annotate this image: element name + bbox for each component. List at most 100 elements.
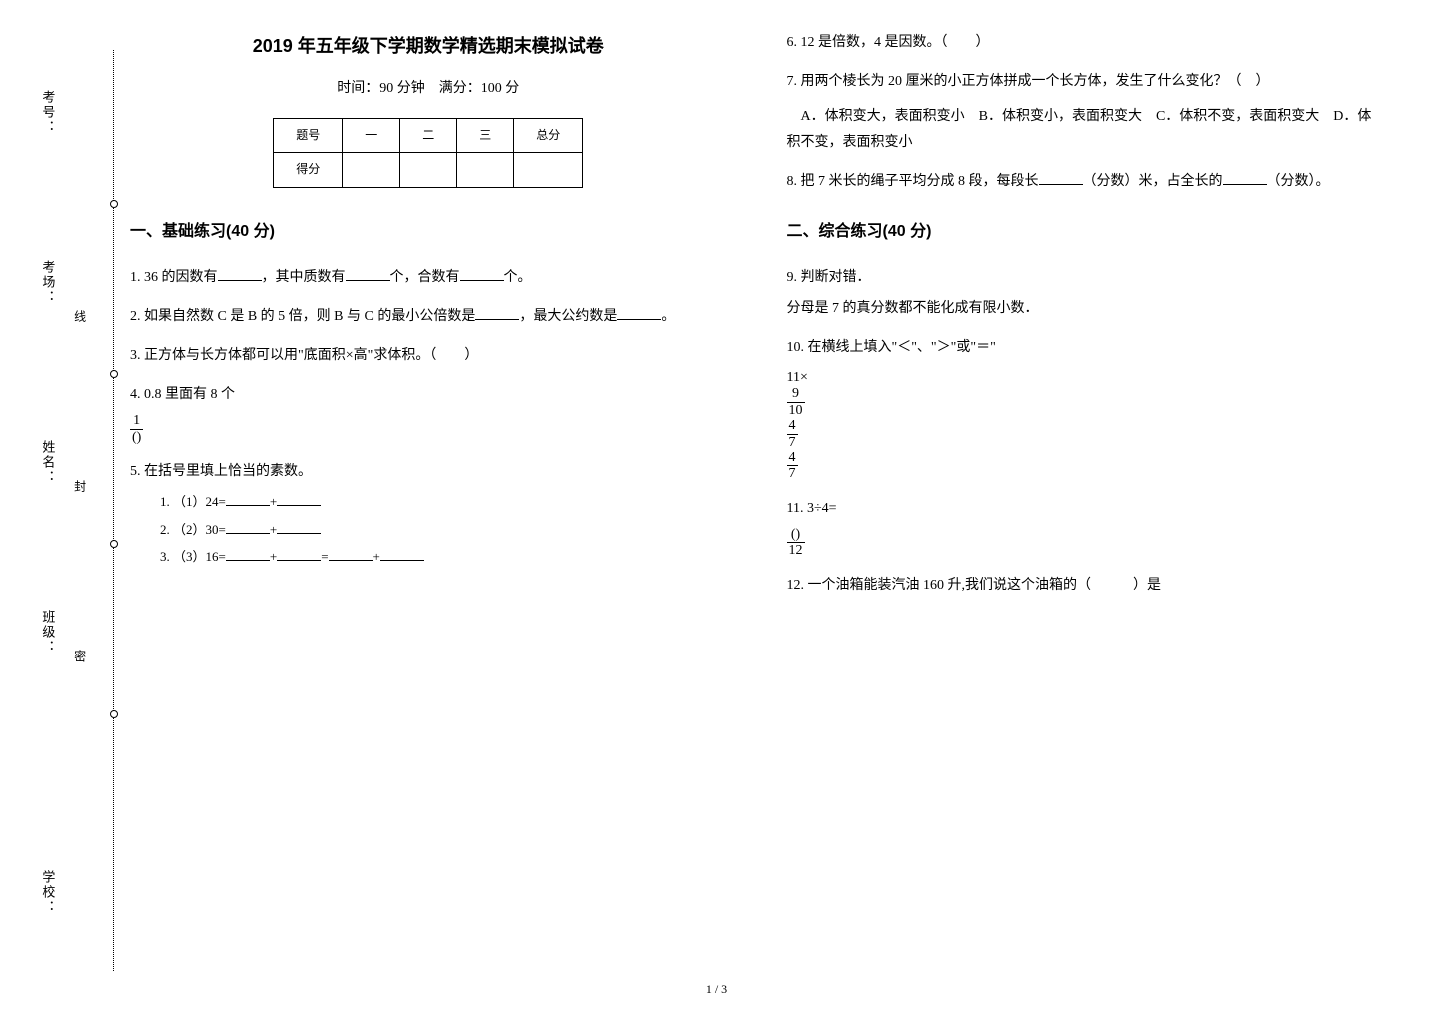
- eq: =: [321, 549, 328, 564]
- q-num: 9.: [787, 270, 798, 285]
- question-3: 3. 正方体与长方体都可以用"底面积×高"求体积。（ ）: [130, 343, 727, 368]
- question-9: 9. 判断对错． 分母是 7 的真分数都不能化成有限小数．: [787, 265, 1384, 321]
- header-cell: 题号: [274, 118, 343, 153]
- fraction-block: 1 (): [130, 413, 727, 445]
- blank: [277, 545, 321, 561]
- score-table: 题号 一 二 三 总分 得分: [273, 118, 583, 188]
- fraction-block: () 12: [787, 527, 1384, 559]
- question-1: 1. 36 的因数有，其中质数有个，合数有个。: [130, 265, 727, 290]
- fraction-numerator: 1: [130, 413, 143, 429]
- binding-margin: 考号： 考场： 线 姓名： 封 班级： 密 学校：: [40, 30, 120, 991]
- left-column: 2019 年五年级下学期数学精选期末模拟试卷 时间：90 分钟 满分：100 分…: [120, 30, 737, 991]
- header-cell: 一: [343, 118, 400, 153]
- question-10: 10. 在横线上填入"＜"、"＞"或"＝" 11× 9 10 4 7: [787, 335, 1384, 482]
- fraction-numerator: (): [787, 527, 805, 543]
- q-text: （分数）米，占全长的: [1083, 174, 1223, 189]
- blank: [277, 518, 321, 534]
- blank: [380, 545, 424, 561]
- fraction-denominator: 7: [787, 435, 798, 450]
- binding-inner: 考号： 考场： 线 姓名： 封 班级： 密 学校：: [74, 50, 114, 971]
- sub-idx: 2.: [160, 522, 170, 537]
- expression-stack: 11× 9 10 4 7: [787, 370, 1384, 481]
- q-num: 11.: [787, 501, 804, 516]
- q-text: 36 的因数有: [144, 270, 218, 285]
- page: 考号： 考场： 线 姓名： 封 班级： 密 学校： 2019 年五年级下学期数学…: [0, 0, 1433, 1011]
- fraction: 4 7: [787, 450, 798, 482]
- table-row: 得分: [274, 153, 583, 188]
- q-text: （分数）。: [1267, 174, 1330, 189]
- blank: [617, 304, 661, 320]
- blank: [1223, 169, 1267, 185]
- binding-label-seal: 封: [68, 480, 90, 494]
- sub-item: 3. （3）16=+=+: [160, 545, 727, 568]
- blank: [460, 265, 504, 281]
- fraction-numerator: 4: [787, 450, 798, 466]
- blank: [226, 518, 270, 534]
- sub-idx: 3.: [160, 549, 170, 564]
- blank: [277, 490, 321, 506]
- header-cell: 二: [400, 118, 457, 153]
- q-text: 个。: [504, 270, 532, 285]
- header-cell: 总分: [514, 118, 583, 153]
- plus: +: [270, 549, 277, 564]
- question-12: 12. 一个油箱能装汽油 160 升,我们说这个油箱的（ ）是: [787, 573, 1384, 598]
- question-7: 7. 用两个棱长为 20 厘米的小正方体拼成一个长方体，发生了什么变化？（ ） …: [787, 69, 1384, 155]
- binding-label-line: 线: [68, 310, 90, 324]
- sub-label: （3）16=: [173, 549, 226, 564]
- q-text: 一个油箱能装汽油 160 升,我们说这个油箱的（ ）是: [808, 578, 1162, 593]
- fraction-denominator: (): [130, 430, 143, 445]
- score-cell: [457, 153, 514, 188]
- circle-dot: [110, 370, 118, 378]
- blank: [346, 265, 390, 281]
- q-text: 0.8 里面有 8 个: [144, 387, 235, 402]
- blank: [1039, 169, 1083, 185]
- question-5: 5. 在括号里填上恰当的素数。 1. （1）24=+ 2. （2）30=+ 3.…: [130, 459, 727, 568]
- q-text: 在括号里填上恰当的素数。: [144, 464, 312, 479]
- q-text: 如果自然数 C 是 B 的 5 倍，则 B 与 C 的最小公倍数是: [144, 309, 475, 324]
- exam-title: 2019 年五年级下学期数学精选期末模拟试卷: [130, 30, 727, 62]
- expr-line: 9 10: [787, 386, 1384, 418]
- sub-item: 2. （2）30= +: [160, 518, 727, 541]
- q-num: 3.: [130, 348, 141, 363]
- field-class: 班级：: [36, 610, 59, 655]
- q-text: 正方体与长方体都可以用"底面积×高"求体积。（ ）: [144, 348, 478, 363]
- fraction: 4 7: [787, 418, 798, 450]
- q-text: 3÷4=: [807, 501, 837, 516]
- field-school: 学校：: [36, 870, 59, 915]
- q-sub: 分母是 7 的真分数都不能化成有限小数．: [787, 296, 1384, 321]
- fraction-numerator: 9: [787, 386, 805, 402]
- fraction-denominator: 10: [787, 403, 805, 418]
- header-cell: 三: [457, 118, 514, 153]
- circle-dot: [110, 200, 118, 208]
- sub-list: 1. （1）24=+ 2. （2）30=+ 3. （3）16=+=+: [160, 490, 727, 568]
- q-text: 用两个棱长为 20 厘米的小正方体拼成一个长方体，发生了什么变化？（ ）: [801, 74, 1270, 89]
- q-num: 12.: [787, 578, 805, 593]
- table-row: 题号 一 二 三 总分: [274, 118, 583, 153]
- q-text: 在横线上填入"＜"、"＞"或"＝": [808, 340, 996, 355]
- fraction: 9 10: [787, 386, 805, 418]
- blank: [226, 490, 270, 506]
- q-text: 个，合数有: [390, 270, 460, 285]
- dotted-line: [113, 50, 114, 971]
- field-exam-room: 考场：: [36, 260, 59, 305]
- fraction: () 12: [787, 527, 805, 559]
- field-name: 姓名：: [36, 440, 59, 485]
- row-label-cell: 得分: [274, 153, 343, 188]
- question-4: 4. 0.8 里面有 8 个 1 (): [130, 382, 727, 445]
- question-8: 8. 把 7 米长的绳子平均分成 8 段，每段长 （分数）米，占全长的 （分数）。: [787, 169, 1384, 194]
- right-column: 6. 12 是倍数，4 是因数。（ ） 7. 用两个棱长为 20 厘米的小正方体…: [777, 30, 1394, 991]
- q-num: 8.: [787, 174, 798, 189]
- section-1-header: 一、基础练习(40 分): [130, 218, 727, 247]
- question-6: 6. 12 是倍数，4 是因数。（ ）: [787, 30, 1384, 55]
- expr-line: 4 7: [787, 418, 1384, 450]
- options: A．体积变大，表面积变小 B．体积变小，表面积变大 C．体积不变，表面积变大 D…: [787, 104, 1384, 154]
- plus: +: [270, 522, 277, 537]
- field-exam-number: 考号：: [36, 90, 59, 135]
- q-text: 把 7 米长的绳子平均分成 8 段，每段长: [801, 174, 1039, 189]
- sub-label: （2）30=: [173, 522, 226, 537]
- circle-dot: [110, 540, 118, 548]
- q-text: 判断对错．: [801, 270, 871, 285]
- q-num: 4.: [130, 387, 141, 402]
- expr-line: 11×: [787, 370, 1384, 386]
- binding-label-secret: 密: [68, 650, 90, 664]
